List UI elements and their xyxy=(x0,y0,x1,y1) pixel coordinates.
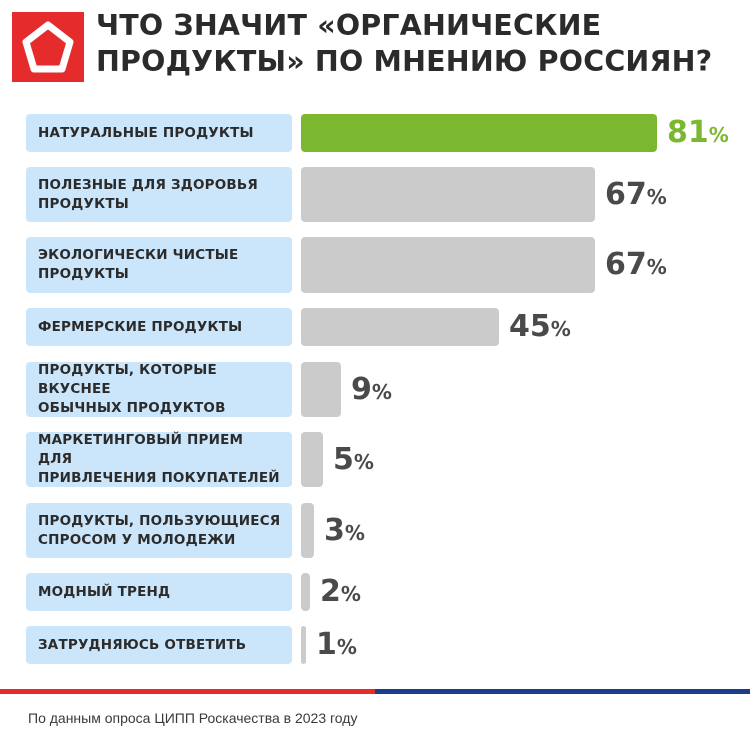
bar xyxy=(301,167,595,222)
value-label: 5% xyxy=(333,441,374,477)
category-label-box: МОДНЫЙ ТРЕНД xyxy=(26,573,292,611)
divider-red xyxy=(0,689,375,694)
category-label: МОДНЫЙ ТРЕНД xyxy=(38,583,171,600)
value-label: 1% xyxy=(316,627,357,662)
bar xyxy=(301,503,314,558)
category-label-box: МАРКЕТИНГОВЫЙ ПРИЕМ ДЛЯ ПРИВЛЕЧЕНИЯ ПОКУП… xyxy=(26,432,292,487)
bar xyxy=(301,237,595,293)
category-label: ПОЛЕЗНЫЕ ДЛЯ ЗДОРОВЬЯ ПРОДУКТЫ xyxy=(38,176,258,212)
brand-logo xyxy=(12,12,84,82)
category-label: ЗАТРУДНЯЮСЬ ОТВЕТИТЬ xyxy=(38,636,247,653)
category-label: МАРКЕТИНГОВЫЙ ПРИЕМ ДЛЯ ПРИВЛЕЧЕНИЯ ПОКУП… xyxy=(38,432,280,486)
pentagon-icon xyxy=(22,21,74,73)
category-label: НАТУРАЛЬНЫЕ ПРОДУКТЫ xyxy=(38,124,254,141)
bar xyxy=(301,362,341,417)
value-label: 45% xyxy=(509,309,571,344)
chart-title: ЧТО ЗНАЧИТ «ОРГАНИЧЕСКИЕ ПРОДУКТЫ» ПО МНЕ… xyxy=(96,9,713,78)
value-label: 3% xyxy=(324,512,365,548)
category-label-box: ПОЛЕЗНЫЕ ДЛЯ ЗДОРОВЬЯ ПРОДУКТЫ xyxy=(26,167,292,222)
bar xyxy=(301,626,306,664)
bar xyxy=(301,114,657,152)
bar xyxy=(301,432,323,487)
bar xyxy=(301,308,499,346)
value-label: 2% xyxy=(320,574,361,609)
bottom-divider xyxy=(0,689,750,694)
source-note: По данным опроса ЦИПП Роскачества в 2023… xyxy=(28,710,358,726)
category-label-box: ЭКОЛОГИЧЕСКИ ЧИСТЫЕ ПРОДУКТЫ xyxy=(26,237,292,293)
value-label: 67% xyxy=(605,247,667,282)
value-label: 81% xyxy=(667,115,729,150)
value-label: 67% xyxy=(605,176,667,212)
divider-blue xyxy=(375,689,750,694)
value-label: 9% xyxy=(351,371,392,407)
category-label-box: ПРОДУКТЫ, ПОЛЬЗУЮЩИЕСЯ СПРОСОМ У МОЛОДЕЖИ xyxy=(26,503,292,558)
bar xyxy=(301,573,310,611)
category-label: ЭКОЛОГИЧЕСКИ ЧИСТЫЕ ПРОДУКТЫ xyxy=(38,247,239,282)
category-label: ФЕРМЕРСКИЕ ПРОДУКТЫ xyxy=(38,318,243,335)
category-label: ПРОДУКТЫ, КОТОРЫЕ ВКУСНЕЕ ОБЫЧНЫХ ПРОДУКТ… xyxy=(38,362,226,416)
category-label-box: ПРОДУКТЫ, КОТОРЫЕ ВКУСНЕЕ ОБЫЧНЫХ ПРОДУКТ… xyxy=(26,362,292,417)
category-label-box: НАТУРАЛЬНЫЕ ПРОДУКТЫ xyxy=(26,114,292,152)
category-label: ПРОДУКТЫ, ПОЛЬЗУЮЩИЕСЯ СПРОСОМ У МОЛОДЕЖИ xyxy=(38,512,281,548)
category-label-box: ФЕРМЕРСКИЕ ПРОДУКТЫ xyxy=(26,308,292,346)
category-label-box: ЗАТРУДНЯЮСЬ ОТВЕТИТЬ xyxy=(26,626,292,664)
